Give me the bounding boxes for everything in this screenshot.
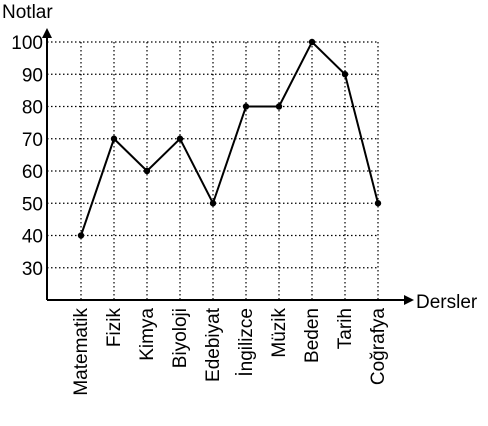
data-point (308, 38, 316, 46)
x-tick-label: İngilizce (236, 308, 257, 377)
x-tick-label: Fizik (104, 308, 125, 348)
x-tick-label: Matematik (71, 308, 92, 396)
y-tick-labels: 30 40 50 60 70 80 90 100 (11, 33, 43, 280)
axes (42, 28, 414, 305)
y-tick-label: 100 (11, 33, 43, 54)
data-point (143, 167, 151, 175)
x-tick-label: Edebiyat (203, 307, 224, 382)
x-tick-label: Müzik (269, 308, 290, 358)
y-tick-label: 60 (22, 162, 43, 183)
series-line (80, 40, 379, 236)
x-tick-label: Kimya (137, 308, 158, 361)
x-axis-title: Dersler (416, 292, 478, 313)
data-point (209, 200, 217, 207)
data-point (275, 103, 283, 110)
y-tick-label: 40 (22, 227, 43, 248)
data-point (341, 71, 349, 78)
x-tick-label: Coğrafya (368, 308, 389, 386)
y-axis-title: Notlar (2, 2, 53, 23)
data-point (176, 135, 184, 142)
x-tick-label: Beden (302, 308, 323, 363)
x-tick-labels: Matematik Fizik Kimya Biyoloji Edebiyat İngil… (71, 307, 389, 395)
data-point (242, 103, 250, 110)
y-tick-label: 90 (22, 65, 43, 86)
y-tick-label: 30 (22, 259, 43, 280)
data-series (77, 38, 382, 239)
x-tick-label: Tarih (335, 308, 356, 349)
y-tick-label: 70 (22, 130, 43, 151)
grid (47, 41, 379, 300)
data-point (77, 232, 85, 239)
x-tick-label: Biyoloji (170, 308, 191, 368)
data-point (110, 135, 118, 142)
data-point (374, 200, 382, 207)
y-tick-label: 80 (22, 98, 43, 119)
y-tick-label: 50 (22, 194, 43, 215)
